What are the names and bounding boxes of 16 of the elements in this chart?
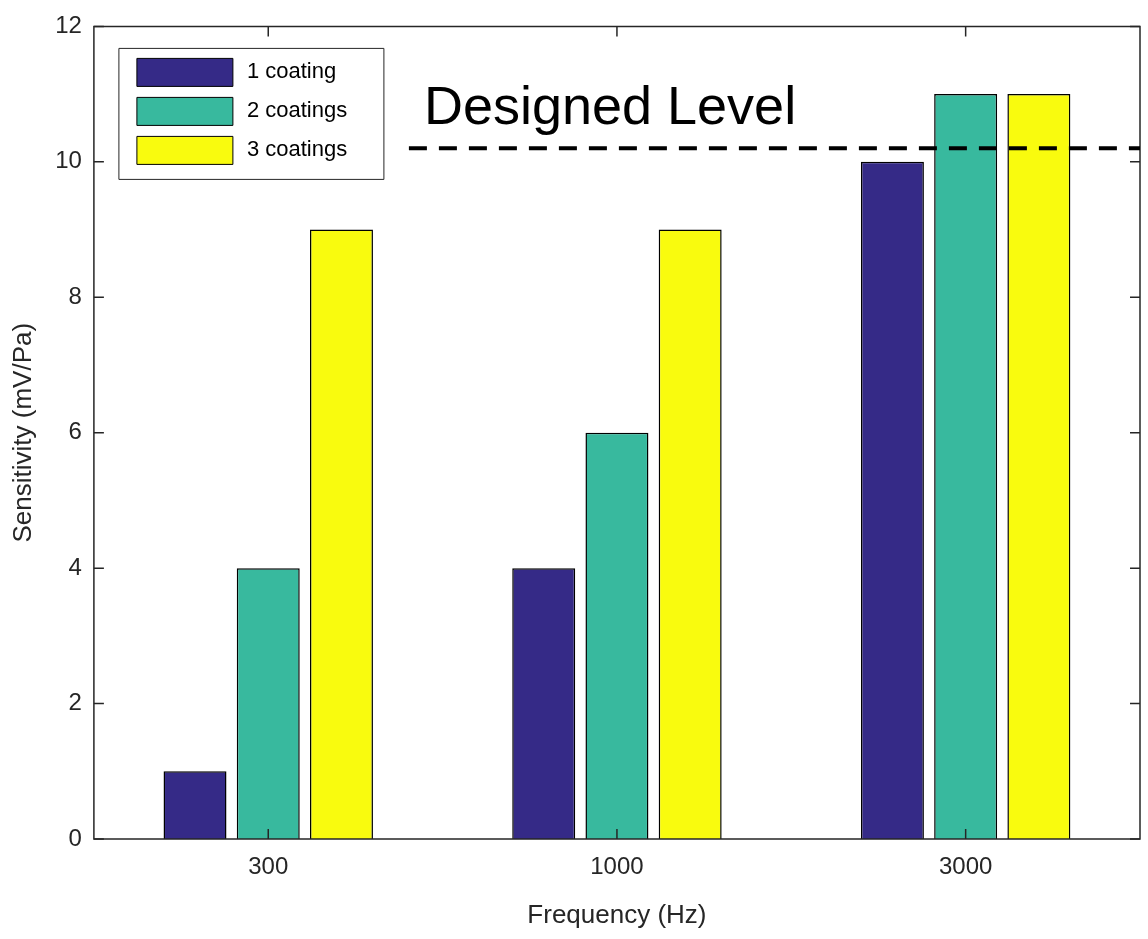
y-tick-label: 10 (55, 146, 82, 174)
y-tick-label: 4 (68, 552, 82, 580)
x-axis-title: Frequency (Hz) (527, 898, 707, 929)
y-axis-title: Sensitivity (mV/Pa) (6, 322, 37, 543)
y-tick-label: 0 (68, 823, 82, 851)
legend-label: 1 coating (246, 58, 337, 84)
y-tick-label: 6 (68, 417, 82, 445)
ref-line-label: Designed Level (423, 75, 797, 136)
y-tick-label: 8 (68, 281, 82, 309)
legend-label: 2 coatings (246, 97, 348, 123)
x-tick-label: 1000 (590, 852, 644, 880)
legend-label: 3 coatings (246, 136, 348, 162)
y-tick-label: 2 (68, 688, 82, 716)
x-tick-label: 3000 (938, 852, 993, 880)
y-tick-label: 12 (55, 11, 82, 39)
x-tick-label: 300 (248, 852, 289, 880)
